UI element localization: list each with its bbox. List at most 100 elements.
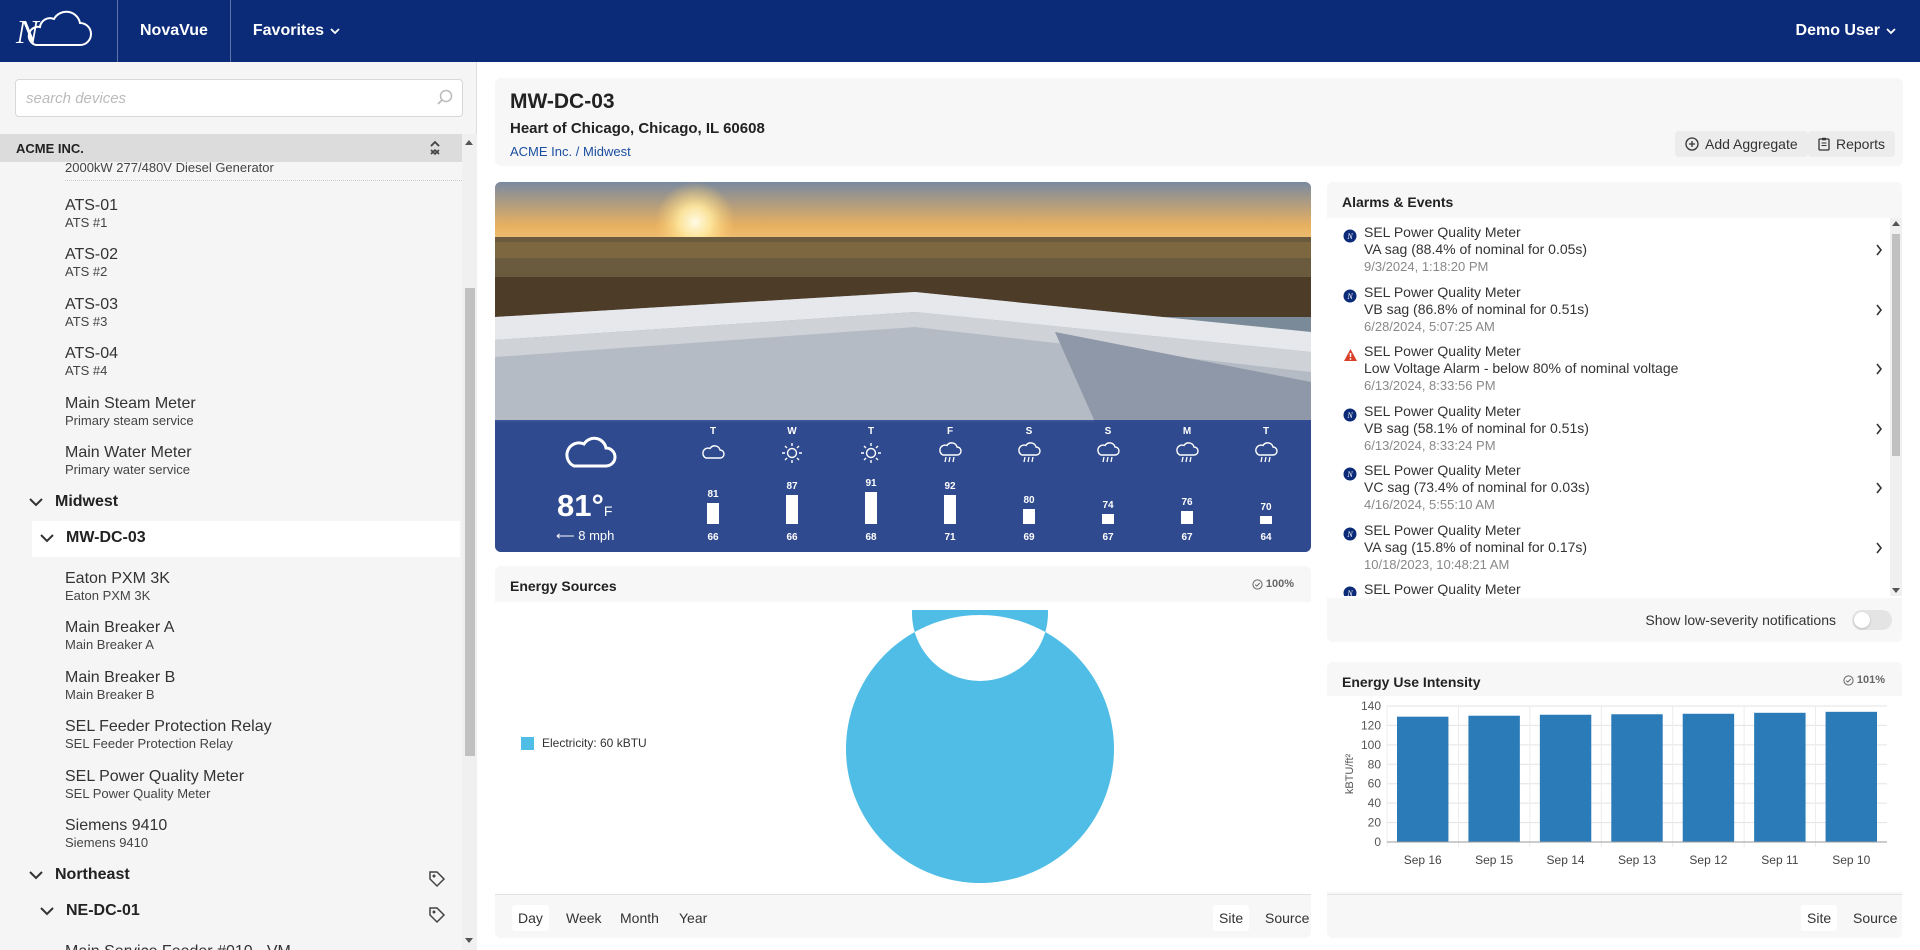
eui-bar[interactable] — [1825, 711, 1877, 842]
alarm-item[interactable]: N SEL Power Quality Meter VB sag (58.1% of… — [1343, 403, 1883, 462]
scroll-down-arrow-icon[interactable] — [465, 938, 473, 943]
eui-bar[interactable] — [1682, 713, 1735, 842]
user-label: Demo User — [1795, 22, 1880, 39]
alarm-item[interactable]: N SEL Power Quality Meter — [1343, 581, 1883, 596]
forecast-temp-bar — [865, 491, 877, 524]
tab-source[interactable]: Source — [1853, 910, 1898, 926]
tree-site-mw-dc-03[interactable]: MW-DC-03 — [38, 529, 146, 547]
info-severity-icon: N — [1343, 586, 1357, 596]
company-header[interactable]: ACME INC. — [0, 134, 462, 162]
current-weather — [550, 432, 630, 477]
tree-item[interactable]: ATS-03 ATS #3 — [65, 295, 118, 330]
y-tick-label: 100 — [1361, 738, 1381, 752]
tree-item[interactable]: SEL Feeder Protection Relay SEL Feeder P… — [65, 717, 272, 752]
alarms-title: Alarms & Events — [1342, 194, 1454, 210]
tab-month[interactable]: Month — [620, 910, 659, 926]
forecast-day-label: F — [946, 426, 954, 437]
tree-item[interactable]: SEL Power Quality Meter SEL Power Qualit… — [65, 767, 244, 802]
forecast-high: 70 — [1260, 501, 1272, 513]
y-tick-label: 40 — [1368, 796, 1382, 810]
site-header: MW-DC-03 Heart of Chicago, Chicago, IL 6… — [495, 78, 1903, 166]
novavue-logo[interactable]: N — [0, 0, 118, 62]
tab-day[interactable]: Day — [512, 905, 549, 931]
add-aggregate-button[interactable]: Add Aggregate — [1675, 131, 1808, 157]
alarm-scrollbar[interactable] — [1890, 218, 1902, 596]
warning-icon — [1344, 349, 1357, 361]
weather-forecast-panel: 81°F ⟵ 8 mph T 81 66 W 87 66 T 91 68 F 92 71 S 80 69 S 7… — [495, 420, 1311, 552]
tree-item[interactable]: ATS-01 ATS #1 — [65, 196, 118, 231]
legend-item[interactable]: Electricity: 60 kBTU — [521, 736, 647, 750]
scrollbar-thumb[interactable] — [1892, 234, 1900, 456]
low-severity-toggle[interactable] — [1852, 610, 1892, 630]
favorites-menu[interactable]: Favorites — [231, 0, 362, 62]
tree-site-ne-dc-01[interactable]: NE-DC-01 — [38, 902, 448, 920]
svg-text:N: N — [1346, 589, 1353, 596]
group-label: Northeast — [55, 866, 130, 883]
rain-icon — [1176, 442, 1199, 463]
tag-icon[interactable] — [428, 870, 446, 888]
forecast-low: 66 — [707, 532, 719, 543]
tree-item[interactable]: Main Steam Meter Primary steam service — [65, 394, 196, 429]
tab-source[interactable]: Source — [1265, 910, 1310, 926]
info-severity-icon: N — [1343, 408, 1357, 421]
breadcrumb-company[interactable]: ACME Inc. — [510, 144, 573, 159]
forecast-day: M 76 67 — [1167, 426, 1207, 543]
eui-bar[interactable] — [1539, 714, 1592, 842]
breadcrumb-region[interactable]: Midwest — [583, 144, 631, 159]
tree-item[interactable]: Siemens 9410 Siemens 9410 — [65, 816, 167, 851]
tree-item-subtitle: ATS #1 — [65, 215, 108, 230]
reports-button[interactable]: Reports — [1808, 131, 1896, 157]
tree-item-title: SEL Feeder Protection Relay — [65, 718, 272, 735]
info-severity-icon: N — [1343, 527, 1357, 540]
svg-text:N: N — [1346, 470, 1353, 479]
search-icon[interactable] — [436, 89, 454, 107]
brand-name[interactable]: NovaVue — [118, 0, 231, 62]
alarm-item[interactable]: N SEL Power Quality Meter VC sag (73.4% of… — [1343, 462, 1883, 521]
tree-item[interactable]: ATS-04 ATS #4 — [65, 344, 118, 379]
scroll-up-arrow-icon[interactable] — [1892, 221, 1900, 226]
scroll-up-arrow-icon[interactable] — [465, 140, 473, 145]
wind-speed: ⟵ 8 mph — [556, 528, 614, 544]
tree-group-northeast[interactable]: Northeast — [27, 866, 447, 884]
tree-item[interactable]: Main Water Meter Primary water service — [65, 443, 192, 478]
forecast-temp-bar — [1181, 511, 1193, 524]
tab-week[interactable]: Week — [566, 910, 602, 926]
tree-item[interactable]: Main Service Feeder #010 - VM — [65, 942, 291, 950]
tree-item[interactable]: 2000kW 277/480V Diesel Generator — [65, 162, 462, 181]
alarm-item[interactable]: SEL Power Quality Meter Low Voltage Alarm… — [1343, 343, 1883, 402]
forecast-temp-bar — [1023, 508, 1035, 524]
breadcrumb: ACME Inc. / Midwest — [510, 144, 631, 159]
rain-icon — [1097, 442, 1120, 463]
tree-item-title: Main Service Feeder #010 - VM — [65, 942, 291, 950]
eui-bar[interactable] — [1397, 716, 1449, 842]
alarm-item[interactable]: N SEL Power Quality Meter VA sag (88.4% of… — [1343, 224, 1883, 283]
search-input[interactable] — [16, 80, 416, 116]
tag-icon[interactable] — [428, 906, 446, 924]
info-severity-icon: N — [1343, 229, 1357, 243]
tab-year[interactable]: Year — [679, 910, 708, 926]
alarm-item[interactable]: N SEL Power Quality Meter VA sag (15.8% of… — [1343, 522, 1883, 581]
donut-slice-electricity[interactable] — [845, 610, 1114, 883]
tab-site[interactable]: Site — [1213, 905, 1250, 931]
forecast-high: 91 — [865, 477, 877, 489]
scroll-down-arrow-icon[interactable] — [1892, 588, 1900, 593]
collapse-all-icon[interactable] — [428, 140, 442, 156]
tree-group-midwest[interactable]: Midwest — [27, 493, 118, 511]
alarm-device: SEL Power Quality Meter — [1364, 462, 1521, 478]
cloud-icon — [565, 436, 617, 468]
user-menu[interactable]: Demo User — [1796, 0, 1896, 62]
eui-bar[interactable] — [1754, 712, 1806, 842]
alarm-item[interactable]: N SEL Power Quality Meter VB sag (86.8% of… — [1343, 284, 1883, 343]
tab-site[interactable]: Site — [1801, 905, 1838, 931]
tree-item[interactable]: Main Breaker B Main Breaker B — [65, 668, 175, 703]
tree-item[interactable]: Eaton PXM 3K Eaton PXM 3K — [65, 569, 170, 604]
scrollbar-thumb[interactable] — [465, 288, 475, 756]
forecast-low: 66 — [786, 532, 798, 543]
eui-bar[interactable] — [1468, 715, 1520, 842]
tree-item[interactable]: Main Breaker A Main Breaker A — [65, 618, 174, 653]
eui-bar[interactable] — [1611, 714, 1663, 842]
tree-item[interactable]: ATS-02 ATS #2 — [65, 245, 118, 280]
sidebar-scrollbar[interactable] — [462, 134, 477, 950]
alarm-device: SEL Power Quality Meter — [1364, 581, 1521, 596]
forecast-temp-bar — [1260, 515, 1272, 524]
